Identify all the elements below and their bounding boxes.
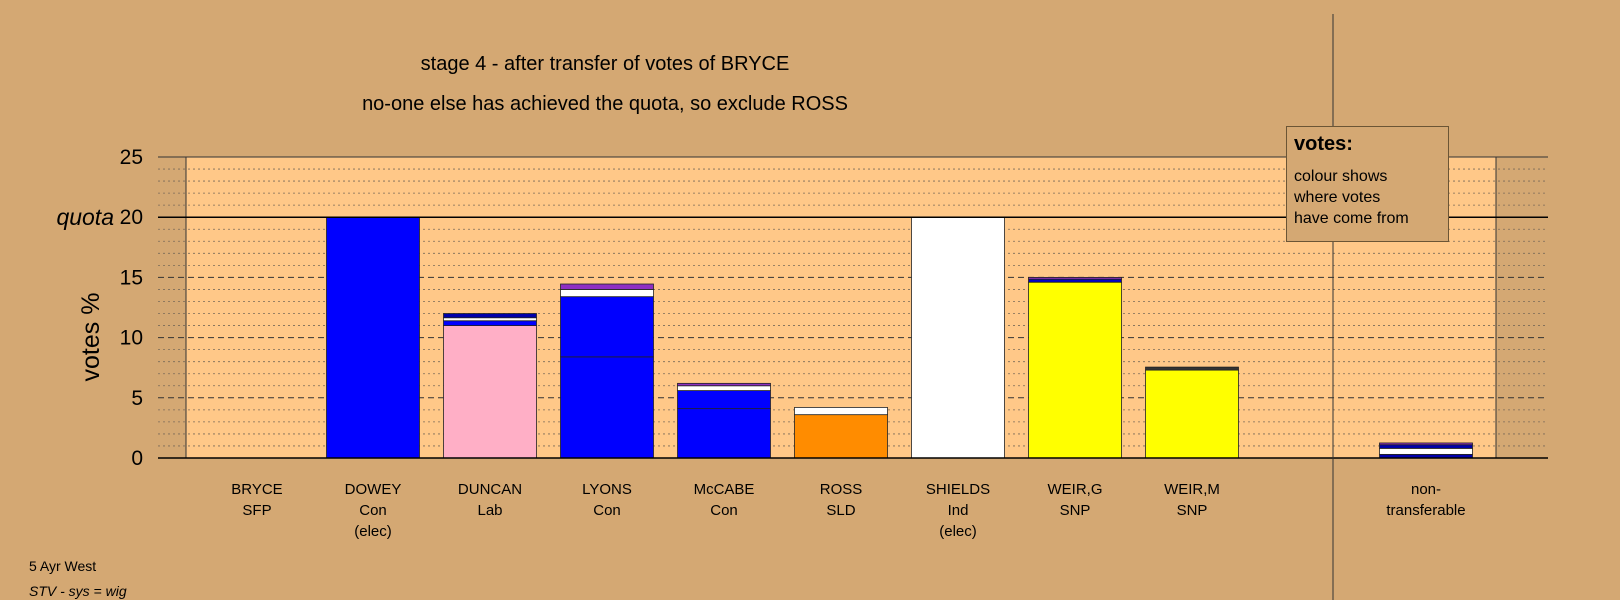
x-tick-label: (elec) [354,523,392,540]
x-tick-label: Con [593,502,621,519]
x-tick-label: SLD [826,502,855,519]
bar-segment [1145,366,1239,371]
x-tick-label: Con [359,502,387,519]
bar-segment [1028,276,1122,280]
x-tick-label: BRYCE [231,481,282,498]
bar-segment [443,325,537,459]
bar-segment [443,313,537,319]
bar-segment [443,317,537,322]
x-tick-label: Con [710,502,738,519]
bar-segment [560,356,654,459]
y-tick-label: 25 [120,146,143,169]
x-tick-label: McCABE [694,481,755,498]
bar-segment [1379,444,1473,449]
bar-segment [560,283,654,290]
y-tick-label: 15 [120,266,143,289]
x-tick-label: non- [1411,481,1441,498]
bar-segment [560,296,654,358]
y-tick-label: 5 [131,387,143,410]
bar-segment [911,216,1005,459]
chart-subtitle: no-one else has achieved the quota, so e… [362,93,848,115]
x-tick-label: DOWEY [345,481,402,498]
x-tick-label: Ind [948,502,969,519]
y-tick-label: 20 [120,206,143,229]
x-tick-label: SNP [1060,502,1091,519]
footer-ward: 5 Ayr West [29,558,97,574]
x-tick-label: WEIR,G [1048,481,1103,498]
x-tick-label: SHIELDS [926,481,990,498]
chart-title: stage 4 - after transfer of votes of BRY… [420,53,790,75]
bar-segment [1379,447,1473,455]
bar-segment [677,408,771,459]
x-tick-label: Lab [477,502,502,519]
legend-text: colour shows where votes have come from [1294,168,1409,227]
y-tick-label: 0 [131,447,143,470]
x-tick-label: transferable [1386,502,1465,519]
bar-segment [1028,281,1122,459]
bar-segment [326,216,420,459]
plot-margin [1496,157,1548,458]
bar-segment [794,414,888,459]
bar-segment [677,390,771,410]
bar-segment [1028,278,1122,283]
bar-segment [794,407,888,416]
bar-segment [677,382,771,387]
x-tick-label: ROSS [820,481,863,498]
bar-segment [1145,369,1239,459]
x-tick-label: LYONS [582,481,632,498]
x-tick-label: SNP [1177,502,1208,519]
bar-segment [1379,442,1473,446]
y-axis-label: votes % [77,293,105,382]
legend-title: votes: [1294,133,1353,155]
bar-segment [677,385,771,391]
y-tick-label: 10 [120,327,143,350]
x-tick-label: (elec) [939,523,977,540]
x-tick-label: WEIR,M [1164,481,1220,498]
bar-segment [560,289,654,298]
x-tick-label: SFP [242,502,271,519]
quota-label: quota [56,204,114,230]
bar-segment [443,320,537,326]
legend-box: votes: colour shows where votes have com… [1286,126,1449,242]
footer-system: STV - sys = wig [29,583,127,599]
x-tick-label: DUNCAN [458,481,522,498]
